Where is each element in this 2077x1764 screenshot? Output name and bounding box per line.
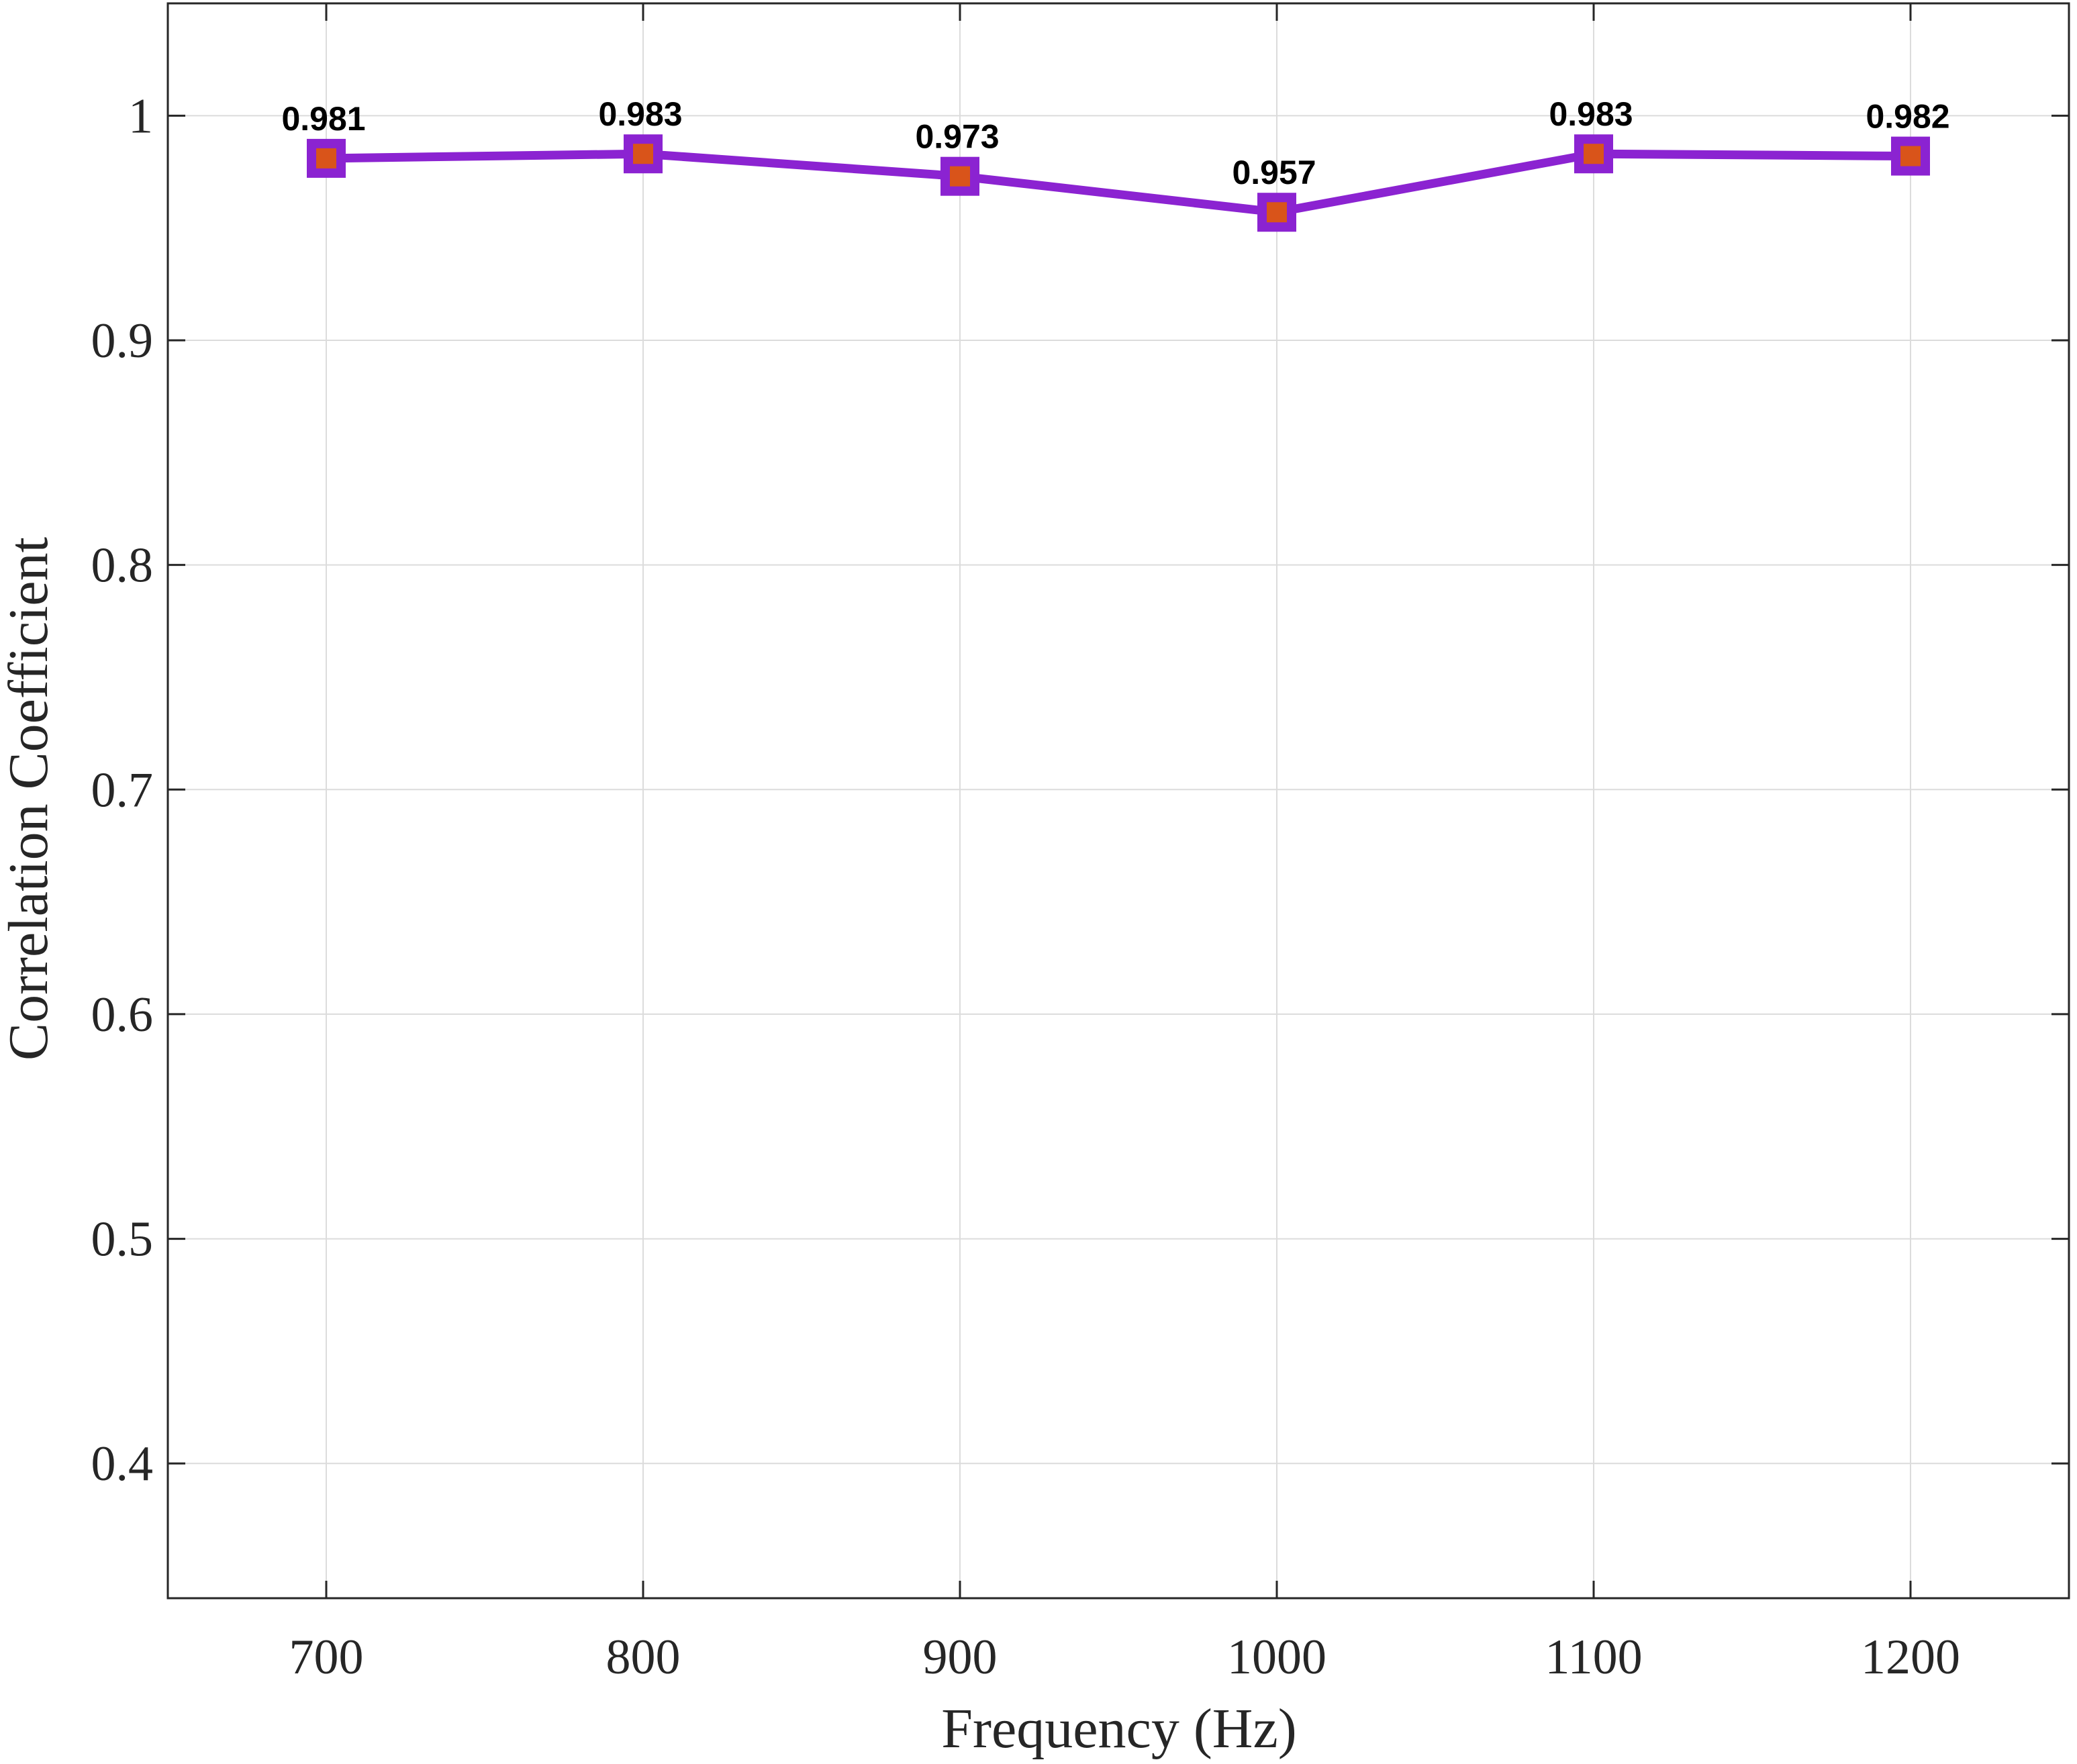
data-label-3: 0.957 [1232,154,1316,191]
data-label-0: 0.981 [281,100,365,138]
grid-layer [168,3,2069,1598]
data-point-fill-3 [1267,202,1287,223]
data-point-fill-5 [1900,146,1921,166]
x-tick-label: 1100 [1545,1630,1642,1685]
x-tick-label: 1200 [1861,1630,1960,1685]
data-point-fill-1 [633,144,653,164]
data-label-2: 0.973 [915,118,999,156]
y-axis-title: Correlation Coefficient [0,537,60,1061]
x-tick-label: 800 [606,1630,681,1685]
data-label-4: 0.983 [1549,95,1633,133]
y-tick-label: 0.6 [91,987,154,1042]
y-tick-label: 1 [128,89,153,144]
y-tick-label: 0.9 [91,313,154,369]
x-tick-label: 700 [289,1630,364,1685]
y-tick-label: 0.5 [91,1212,154,1267]
data-point-fill-4 [1584,144,1604,164]
data-label-5: 0.982 [1866,98,1949,136]
y-tick-label: 0.4 [91,1436,154,1491]
x-axis-title: Frequency (Hz) [941,1698,1296,1760]
data-label-1: 0.983 [598,95,682,133]
y-tick-label: 0.8 [91,538,154,593]
x-tick-label: 900 [923,1630,998,1685]
y-tick-label: 0.7 [91,763,154,818]
plot-area-frame [166,2,2070,1600]
label-layer: 700 800 900 1000 1100 1200 0.4 0.5 0.6 0.7 0.8 0.9 1… [91,89,1961,1685]
data-point-fill-2 [950,166,970,187]
x-tick-label: 1000 [1227,1630,1326,1685]
data-point-fill-0 [316,148,336,168]
series-line-0 [322,149,1915,217]
axes-layer [166,2,2070,1600]
series-layer [307,134,1930,232]
